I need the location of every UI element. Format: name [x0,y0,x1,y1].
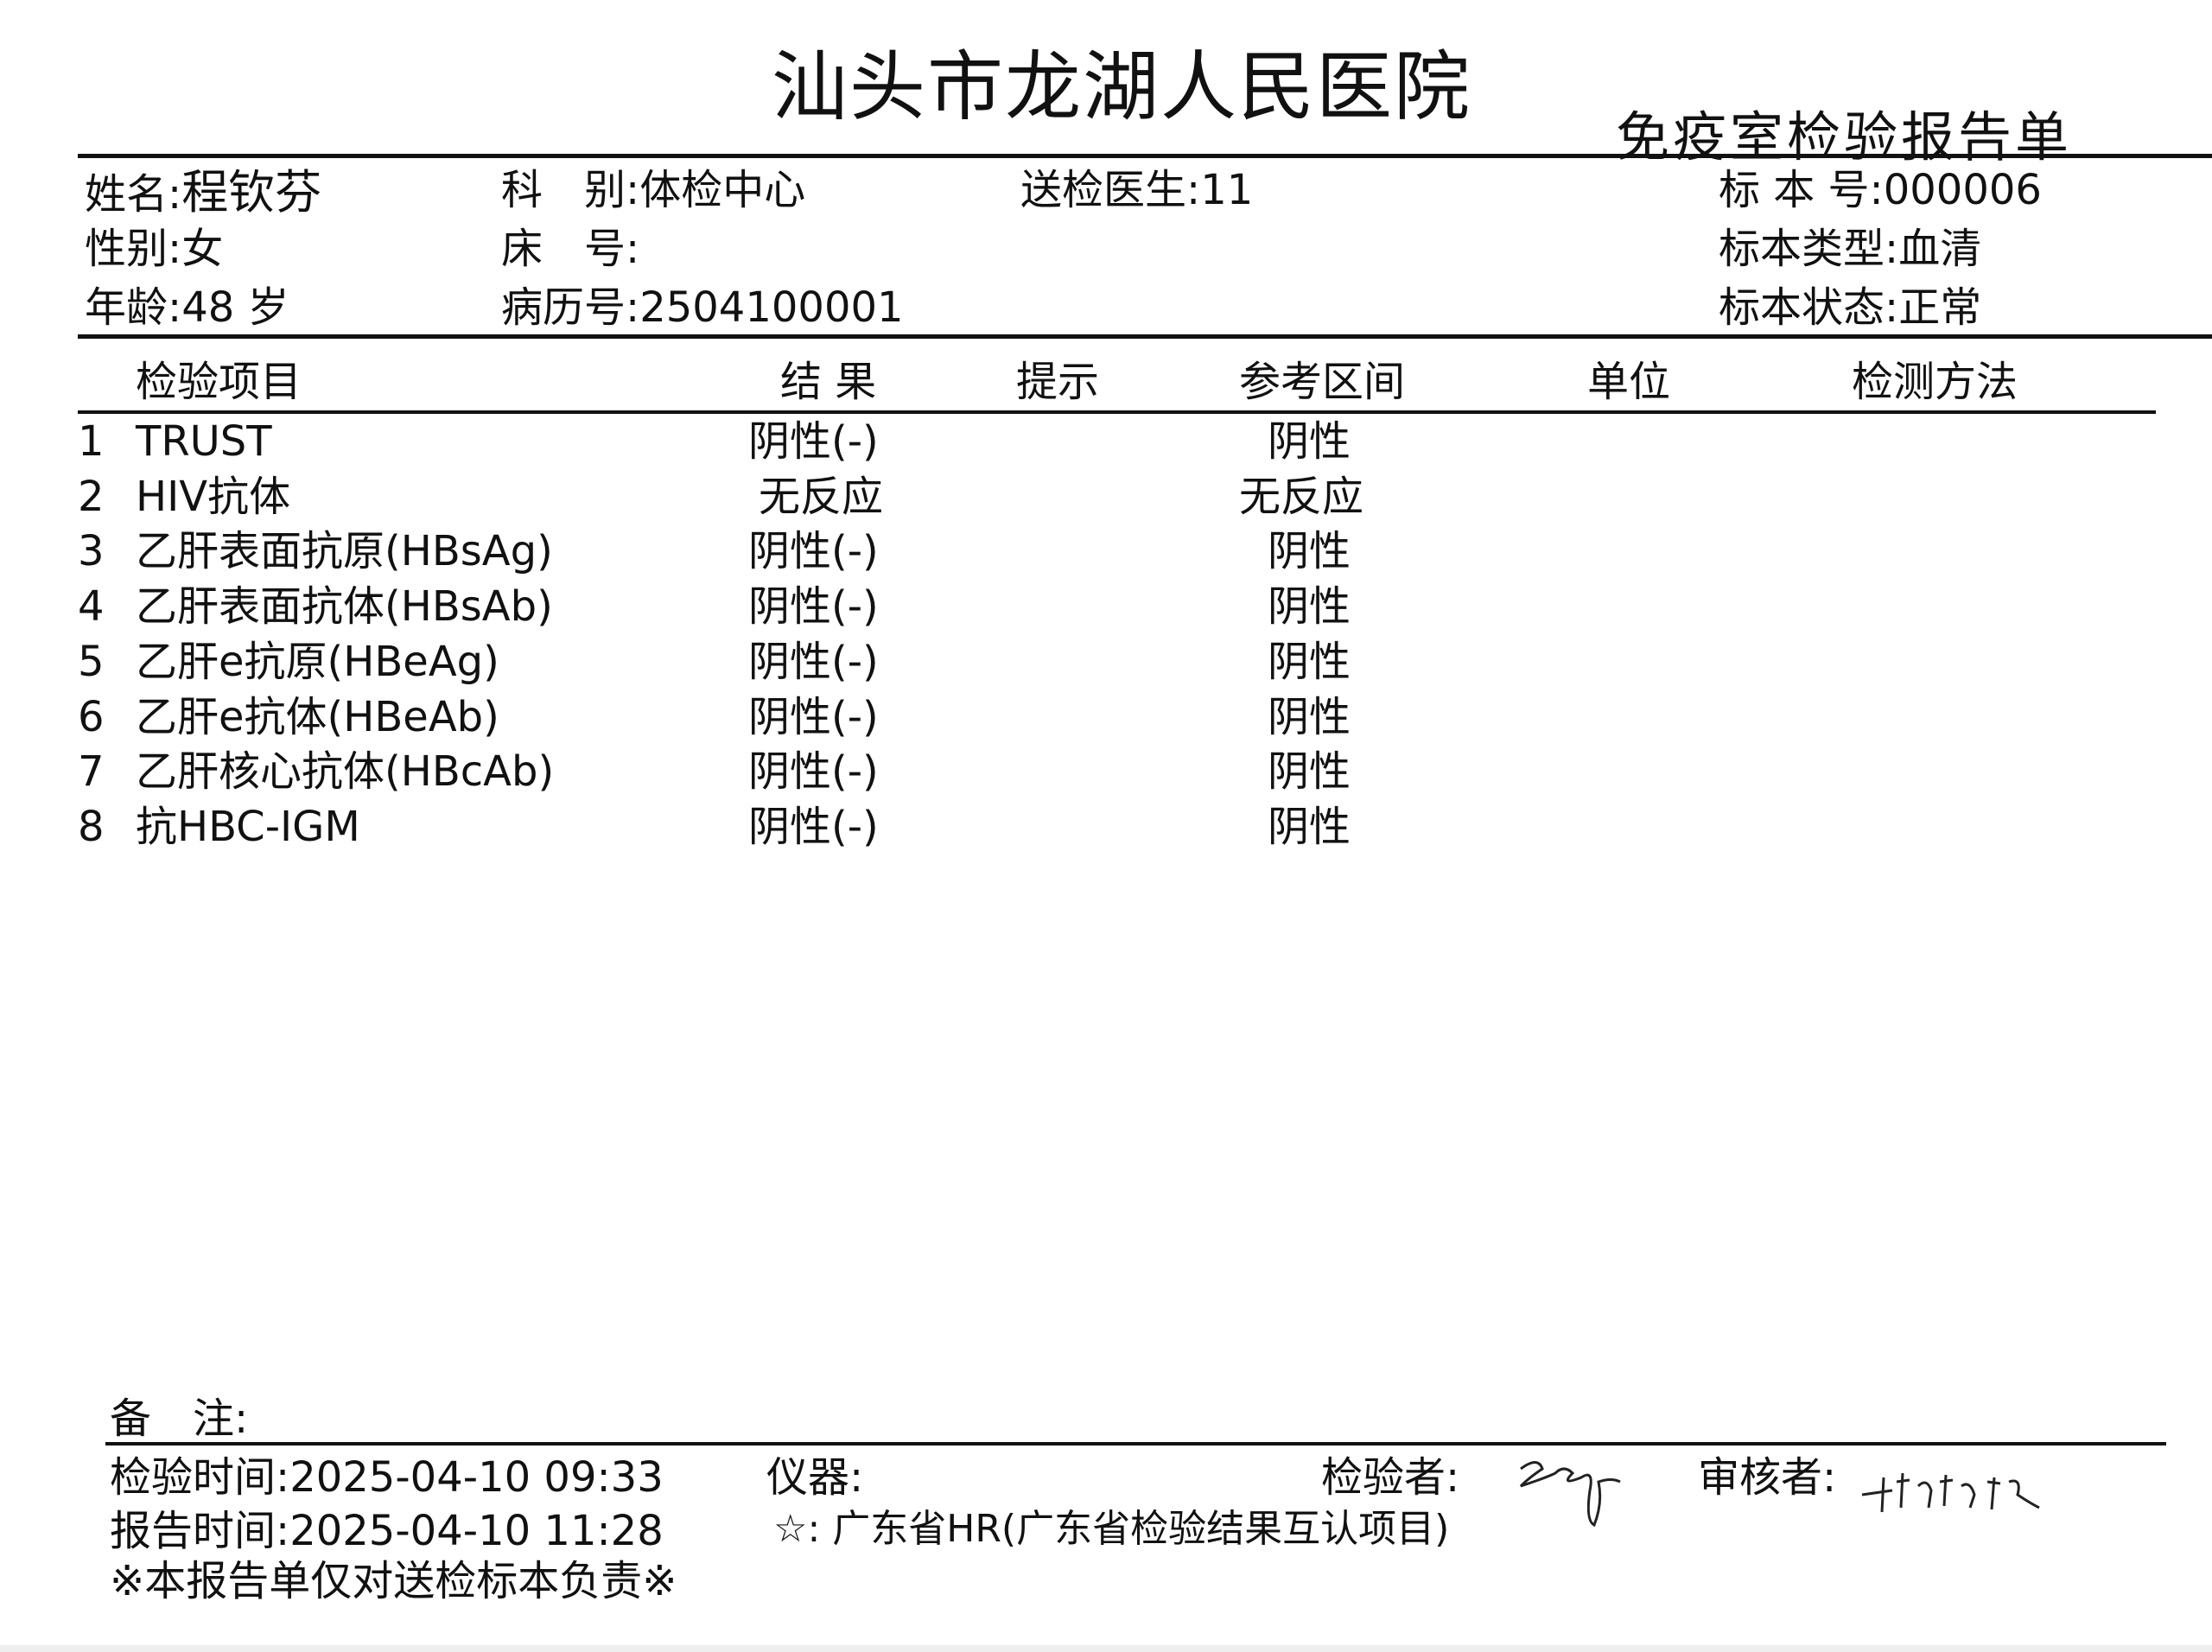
tester-label: 检验者: [1321,1453,1460,1502]
divider-table-header [78,410,2156,414]
row-item: HIV抗体 [136,472,291,521]
row-reference: 阴性 [1268,637,1351,686]
row-result: 阴性(-) [748,417,879,466]
row-number: 2 [78,472,105,521]
row-number: 8 [78,802,105,851]
row-result: 阴性(-) [748,692,879,741]
row-number: 3 [78,527,105,576]
row-number: 4 [78,582,105,632]
page-edge [0,1645,2212,1652]
col-result: 结 果 [780,358,877,406]
row-reference: 阴性 [1268,802,1351,851]
divider-info [78,334,2212,339]
report-title: 免疫室检验报告单 [1616,105,2073,168]
row-result: 无反应 [759,472,884,521]
row-item: 乙肝表面抗体(HBsAb) [136,582,553,632]
divider-footer [105,1442,2166,1446]
row-reference: 阴性 [1268,417,1351,466]
patient-age: 年龄:48 岁 [85,283,289,332]
row-result: 阴性(-) [748,802,879,851]
tester-signature [1519,1461,1621,1528]
row-reference: 阴性 [1268,527,1351,576]
medical-record-number: 病历号:2504100001 [501,283,904,332]
row-reference: 阴性 [1268,692,1351,741]
row-result: 阴性(-) [748,527,879,576]
report-time: 报告时间:2025-04-10 11:28 [110,1507,664,1555]
col-reference: 参考区间 [1239,358,1406,406]
reviewer-signature [1861,1472,2040,1513]
divider-top [78,154,2212,158]
disclaimer: ※本报告单仅对送检标本负责※ [110,1557,677,1605]
row-item: 乙肝e抗体(HBeAb) [136,692,499,741]
patient-gender: 性别:女 [85,225,224,273]
referring-doctor: 送检医生:11 [1020,166,1254,214]
row-reference: 无反应 [1239,472,1364,521]
row-number: 6 [78,692,105,741]
col-hint: 提示 [1016,358,1100,406]
hospital-name: 汕头市龙湖人民医院 [771,42,1471,131]
specimen-type: 标本类型:血清 [1719,225,1982,273]
row-result: 阴性(-) [748,637,879,686]
row-number: 5 [78,637,105,686]
department: 科 别:体检中心 [501,166,806,214]
row-number: 1 [78,417,105,466]
col-item: 检验项目 [136,358,302,406]
row-item: 乙肝表面抗原(HBsAg) [136,527,553,576]
reviewer-label: 审核者: [1698,1453,1837,1502]
specimen-number: 标 本 号:000006 [1719,166,2042,214]
row-reference: 阴性 [1268,582,1351,632]
col-unit: 单位 [1587,358,1671,406]
patient-name: 姓名:程钦芬 [85,165,322,219]
row-result: 阴性(-) [748,747,879,797]
row-number: 7 [78,747,105,797]
bed-number: 床 号: [501,225,640,273]
test-time: 检验时间:2025-04-10 09:33 [110,1453,664,1502]
row-result: 阴性(-) [748,582,879,632]
remark: 备 注: [110,1395,249,1443]
col-method: 检测方法 [1852,358,2018,406]
specimen-status: 标本状态:正常 [1719,283,1982,332]
hr-note: ☆: 广东省HR(广东省检验结果互认项目) [773,1507,1450,1551]
row-item: TRUST [136,417,272,466]
row-item: 抗HBC-IGM [136,802,360,851]
instrument: 仪器: [766,1453,864,1502]
row-item: 乙肝核心抗体(HBcAb) [136,747,555,797]
row-reference: 阴性 [1268,747,1351,797]
row-item: 乙肝e抗原(HBeAg) [136,637,499,686]
